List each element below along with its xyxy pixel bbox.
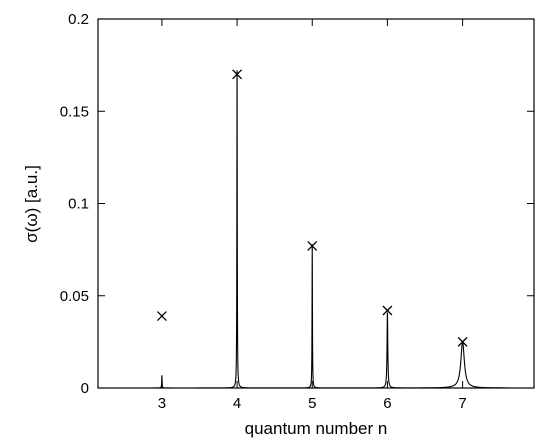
x-marker-stroke (232, 69, 243, 80)
x-tick-label: 6 (383, 395, 391, 412)
x-marker (457, 336, 468, 347)
x-marker-stroke (307, 240, 318, 251)
y-tick-label: 0.15 (60, 103, 89, 120)
x-marker-stroke (156, 311, 167, 322)
x-marker (382, 305, 393, 316)
x-tick-label: 5 (308, 395, 316, 412)
y-tick-label: 0.1 (68, 196, 89, 213)
axis-tick-labels: 3 4 5 6 7 0 0.05 0.1 0.15 0.2 (60, 11, 467, 412)
x-marker (307, 240, 318, 251)
x-axis-label: quantum number n (245, 419, 388, 438)
y-tick-label: 0.05 (60, 288, 89, 305)
plot-frame (97, 18, 535, 389)
x-marker-stroke (457, 336, 468, 347)
x-tick-label: 3 (158, 395, 166, 412)
x-marker (232, 69, 243, 80)
axis-ticks (98, 18, 534, 389)
spectrum-curve-layer (105, 70, 508, 389)
x-tick-label: 4 (233, 395, 241, 412)
x-tick-label: 7 (458, 395, 466, 412)
x-marker (156, 311, 167, 322)
y-tick-label: 0 (81, 380, 89, 397)
marker-layer (156, 69, 468, 347)
x-marker-stroke (382, 305, 393, 316)
spectrum-line (105, 70, 508, 389)
y-tick-label: 0.2 (68, 11, 89, 28)
y-axis-label: σ(ω) [a.u.] (22, 165, 41, 243)
